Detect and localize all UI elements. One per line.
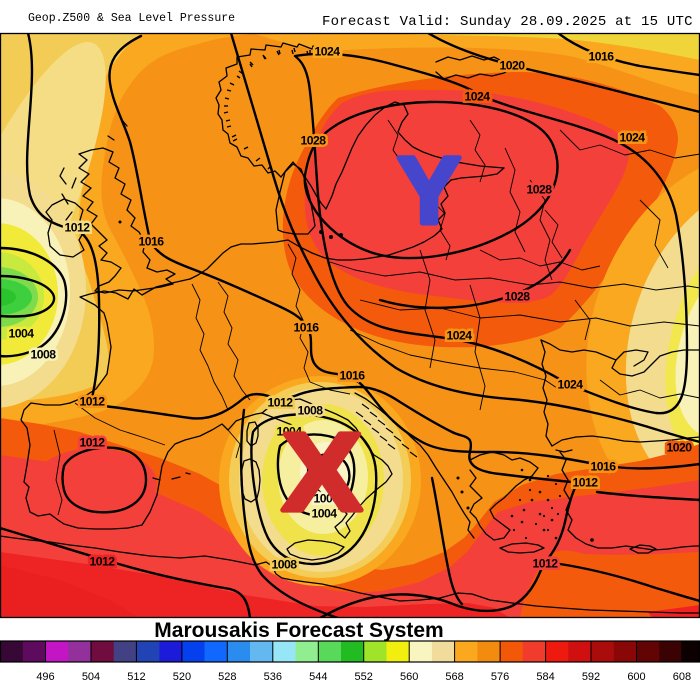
svg-text:512: 512	[127, 671, 145, 683]
svg-text:1008: 1008	[272, 558, 298, 572]
svg-text:1008: 1008	[298, 404, 324, 418]
svg-text:1012: 1012	[573, 476, 599, 490]
svg-text:1028: 1028	[505, 290, 531, 304]
svg-text:1012: 1012	[65, 221, 91, 235]
svg-text:1024: 1024	[447, 329, 473, 343]
svg-text:1024: 1024	[558, 378, 584, 392]
svg-text:1028: 1028	[527, 183, 553, 197]
svg-text:1012: 1012	[90, 555, 116, 569]
svg-text:592: 592	[582, 671, 600, 683]
svg-text:1024: 1024	[558, 378, 584, 392]
svg-text:1000: 1000	[314, 492, 340, 506]
svg-text:1008: 1008	[31, 348, 57, 362]
svg-text:1008: 1008	[298, 404, 324, 418]
svg-text:1012: 1012	[80, 436, 106, 450]
svg-text:1028: 1028	[527, 183, 553, 197]
svg-text:1028: 1028	[301, 134, 327, 148]
svg-text:1016: 1016	[589, 50, 615, 64]
svg-text:Y: Y	[397, 138, 460, 244]
svg-text:1012: 1012	[90, 555, 116, 569]
svg-text:608: 608	[673, 671, 691, 683]
svg-text:1012: 1012	[268, 396, 294, 410]
svg-text:552: 552	[355, 671, 373, 683]
svg-text:1000: 1000	[314, 492, 340, 506]
svg-text:1024: 1024	[315, 45, 341, 59]
svg-text:1004: 1004	[312, 507, 338, 521]
svg-text:1016: 1016	[589, 50, 615, 64]
svg-text:1020: 1020	[667, 441, 693, 455]
svg-text:1012: 1012	[80, 395, 106, 409]
svg-text:1004: 1004	[277, 425, 303, 439]
svg-text:1012: 1012	[533, 557, 559, 571]
svg-text:1016: 1016	[340, 369, 366, 383]
svg-text:1016: 1016	[591, 460, 617, 474]
svg-text:1004: 1004	[9, 327, 35, 341]
svg-text:1020: 1020	[500, 59, 526, 73]
svg-text:1012: 1012	[80, 395, 106, 409]
svg-text:1016: 1016	[294, 321, 320, 335]
svg-text:1020: 1020	[667, 441, 693, 455]
svg-text:1004: 1004	[277, 425, 303, 439]
svg-text:568: 568	[445, 671, 463, 683]
svg-text:1020: 1020	[500, 59, 526, 73]
svg-text:520: 520	[173, 671, 191, 683]
svg-text:504: 504	[82, 671, 100, 683]
svg-text:584: 584	[536, 671, 554, 683]
svg-text:1004: 1004	[312, 507, 338, 521]
svg-text:1028: 1028	[505, 290, 531, 304]
svg-text:1012: 1012	[268, 396, 294, 410]
svg-text:1024: 1024	[465, 90, 491, 104]
svg-text:1024: 1024	[447, 329, 473, 343]
svg-text:560: 560	[400, 671, 418, 683]
svg-text:X: X	[282, 411, 362, 534]
svg-text:1012: 1012	[533, 557, 559, 571]
svg-text:528: 528	[218, 671, 236, 683]
svg-text:1016: 1016	[591, 460, 617, 474]
svg-text:1008: 1008	[272, 558, 298, 572]
svg-text:Forecast Valid: Sunday 28.09.: Forecast Valid: Sunday 28.09.2025 at 15 …	[322, 14, 693, 30]
svg-text:496: 496	[36, 671, 54, 683]
svg-text:1024: 1024	[620, 131, 646, 145]
svg-text:1008: 1008	[31, 348, 57, 362]
svg-text:1024: 1024	[315, 45, 341, 59]
svg-text:544: 544	[309, 671, 327, 683]
svg-text:1024: 1024	[620, 131, 646, 145]
svg-text:1012: 1012	[65, 221, 91, 235]
svg-text:1028: 1028	[301, 134, 327, 148]
svg-text:1016: 1016	[139, 235, 165, 249]
svg-text:576: 576	[491, 671, 509, 683]
svg-text:1016: 1016	[294, 321, 320, 335]
svg-text:1012: 1012	[573, 476, 599, 490]
svg-text:Geop.Z500 & Sea Level Pressure: Geop.Z500 & Sea Level Pressure	[28, 12, 235, 25]
svg-text:1004: 1004	[9, 327, 35, 341]
svg-text:Marousakis Forecast System: Marousakis Forecast System	[154, 619, 443, 642]
svg-text:1012: 1012	[80, 436, 106, 450]
svg-text:536: 536	[264, 671, 282, 683]
svg-text:1024: 1024	[465, 90, 491, 104]
svg-text:1016: 1016	[340, 369, 366, 383]
svg-text:1016: 1016	[139, 235, 165, 249]
svg-text:600: 600	[627, 671, 645, 683]
